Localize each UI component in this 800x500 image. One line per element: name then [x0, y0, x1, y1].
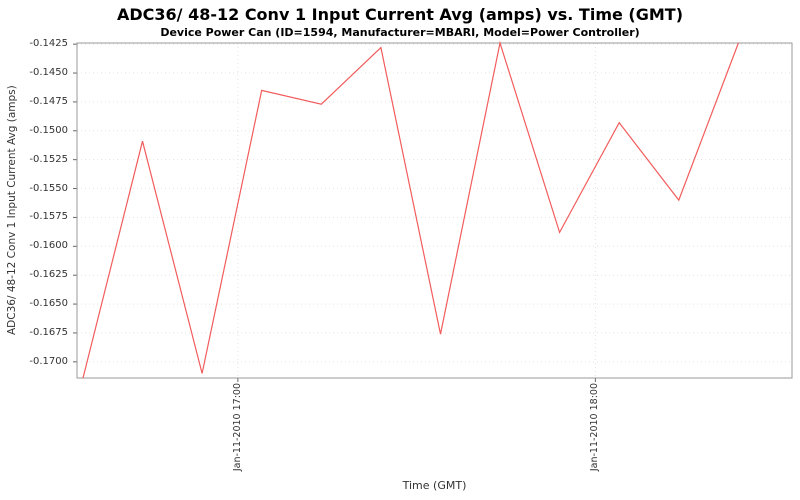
chart-title: ADC36/ 48-12 Conv 1 Input Current Avg (a…: [116, 5, 684, 24]
y-tick-label: -0.1525: [29, 153, 68, 165]
plot-frame: [76, 42, 793, 379]
series-line: [82, 40, 739, 379]
x-axis-label: Time (GMT): [402, 479, 467, 492]
y-tick-label: -0.1575: [29, 211, 68, 223]
y-tick-label: -0.1625: [29, 269, 68, 281]
y-tick-label: -0.1675: [29, 326, 68, 338]
chart-subtitle: Device Power Can (ID=1594, Manufacturer=…: [160, 26, 640, 39]
y-tick-label: -0.1450: [29, 67, 68, 79]
y-tick-label: -0.1500: [29, 124, 68, 136]
y-tick-label: -0.1425: [29, 38, 68, 50]
x-tick-label: Jan-11-2010 18:00: [589, 383, 601, 472]
y-tick-label: -0.1475: [29, 95, 68, 107]
y-tick-label: -0.1700: [29, 355, 68, 367]
x-tick-label: Jan-11-2010 17:00: [231, 383, 243, 472]
y-tick-label: -0.1600: [29, 240, 68, 252]
y-tick-label: -0.1650: [29, 298, 68, 310]
y-tick-label: -0.1550: [29, 182, 68, 194]
